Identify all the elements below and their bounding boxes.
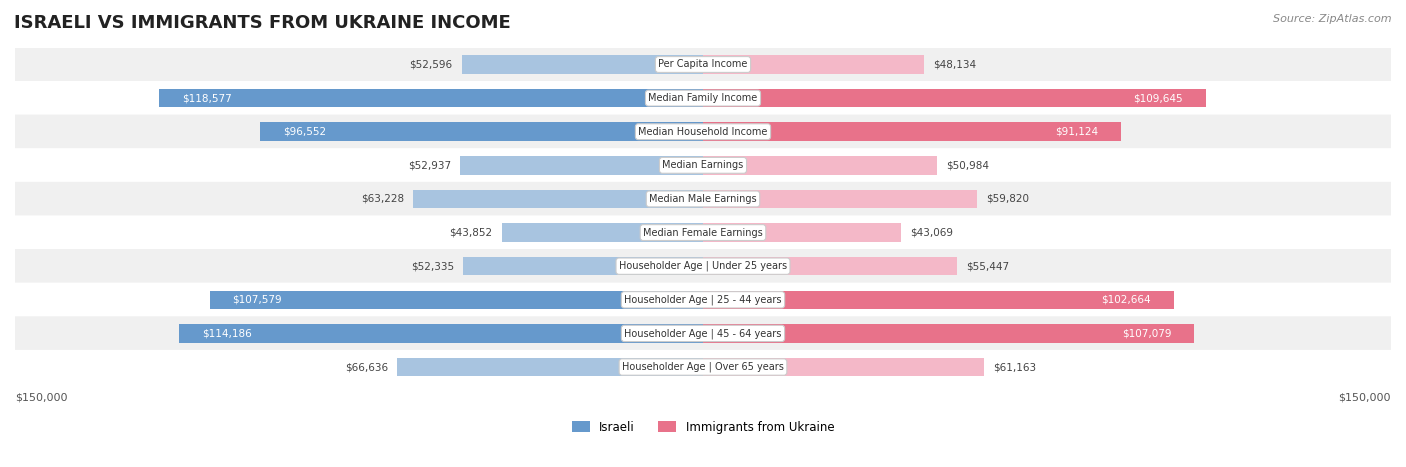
FancyBboxPatch shape [15,114,1391,149]
Text: $55,447: $55,447 [966,261,1010,271]
Bar [703,257,957,276]
Text: $63,228: $63,228 [361,194,404,204]
Text: $48,134: $48,134 [934,59,976,70]
Text: Median Female Earnings: Median Female Earnings [643,227,763,238]
Text: Median Household Income: Median Household Income [638,127,768,137]
FancyBboxPatch shape [15,81,1391,115]
Text: Householder Age | 25 - 44 years: Householder Age | 25 - 44 years [624,295,782,305]
Text: $43,852: $43,852 [450,227,492,238]
Text: $150,000: $150,000 [1339,392,1391,402]
Text: $91,124: $91,124 [1054,127,1098,137]
FancyBboxPatch shape [15,316,1391,351]
Text: $52,937: $52,937 [408,160,451,170]
Text: ISRAELI VS IMMIGRANTS FROM UKRAINE INCOME: ISRAELI VS IMMIGRANTS FROM UKRAINE INCOM… [14,14,510,32]
Bar [703,290,1174,309]
Text: $43,069: $43,069 [910,227,953,238]
Text: $150,000: $150,000 [15,392,67,402]
Bar [413,190,703,208]
Text: Median Family Income: Median Family Income [648,93,758,103]
Bar [703,358,984,376]
Text: $59,820: $59,820 [987,194,1029,204]
Bar [703,190,977,208]
Bar [460,156,703,175]
FancyBboxPatch shape [15,350,1391,384]
FancyBboxPatch shape [15,215,1391,250]
Text: Householder Age | Over 65 years: Householder Age | Over 65 years [621,362,785,372]
Text: $66,636: $66,636 [344,362,388,372]
Text: Householder Age | Under 25 years: Householder Age | Under 25 years [619,261,787,271]
Text: $52,596: $52,596 [409,59,453,70]
Bar [461,55,703,74]
Text: Per Capita Income: Per Capita Income [658,59,748,70]
Text: $102,664: $102,664 [1101,295,1152,305]
FancyBboxPatch shape [15,249,1391,283]
Bar [703,324,1194,343]
Text: $114,186: $114,186 [202,328,252,339]
Bar [703,223,901,242]
Bar [703,122,1121,141]
Text: $118,577: $118,577 [181,93,232,103]
Text: $52,335: $52,335 [411,261,454,271]
Bar [463,257,703,276]
Text: $107,079: $107,079 [1122,328,1171,339]
Bar [398,358,703,376]
Text: Source: ZipAtlas.com: Source: ZipAtlas.com [1274,14,1392,24]
FancyBboxPatch shape [15,47,1391,82]
FancyBboxPatch shape [15,148,1391,183]
Bar [703,89,1206,107]
Bar [260,122,703,141]
FancyBboxPatch shape [15,182,1391,216]
Bar [209,290,703,309]
Bar [703,156,936,175]
Bar [703,55,924,74]
Text: $61,163: $61,163 [993,362,1036,372]
Bar [159,89,703,107]
Text: $109,645: $109,645 [1133,93,1182,103]
Text: Median Earnings: Median Earnings [662,160,744,170]
Text: $107,579: $107,579 [232,295,283,305]
Text: Householder Age | 45 - 64 years: Householder Age | 45 - 64 years [624,328,782,339]
Legend: Israeli, Immigrants from Ukraine: Israeli, Immigrants from Ukraine [567,416,839,439]
FancyBboxPatch shape [15,283,1391,317]
Bar [180,324,703,343]
Text: $50,984: $50,984 [946,160,988,170]
Text: Median Male Earnings: Median Male Earnings [650,194,756,204]
Text: $96,552: $96,552 [283,127,326,137]
Bar [502,223,703,242]
